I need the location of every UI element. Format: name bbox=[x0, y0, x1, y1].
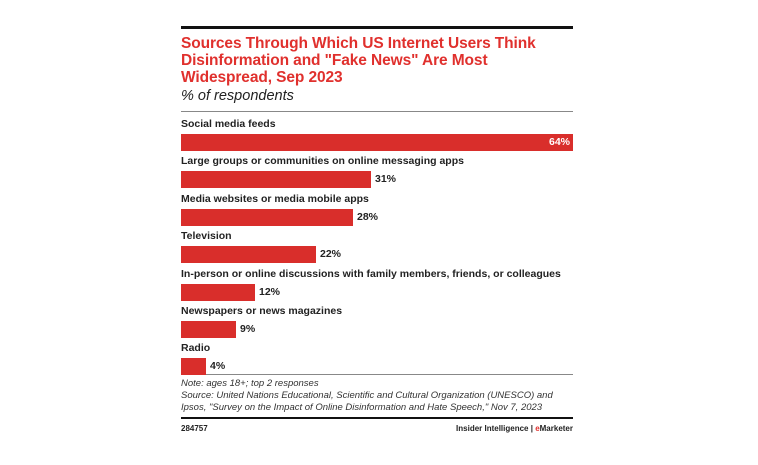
footer: 284757 Insider Intelligence | eMarketer bbox=[181, 424, 573, 436]
bar bbox=[181, 171, 371, 189]
bar bbox=[181, 283, 255, 301]
bar-row: Large groups or communities on online me… bbox=[181, 155, 573, 189]
brand-e: e bbox=[535, 424, 540, 433]
value-label: 28% bbox=[357, 210, 379, 223]
bar-row: Newspapers or news magazines 9% bbox=[181, 305, 573, 338]
bar bbox=[181, 208, 353, 226]
chart-card: Sources Through Which US Internet Users … bbox=[181, 26, 573, 436]
note-text: Note: ages 18+; top 2 responses bbox=[181, 378, 319, 389]
bar-track: 31% bbox=[181, 171, 573, 189]
bar-row: Television 22% bbox=[181, 230, 573, 264]
bar-row: Social media feeds 64% bbox=[181, 118, 573, 151]
brand-prefix: Insider Intelligence | bbox=[456, 424, 536, 433]
value-label: 9% bbox=[240, 323, 256, 335]
source-line-1: Source: United Nations Educational, Scie… bbox=[181, 390, 553, 401]
bar-track: 9% bbox=[181, 321, 573, 338]
chart-title: Sources Through Which US Internet Users … bbox=[181, 35, 536, 86]
category-label: Large groups or communities on online me… bbox=[181, 155, 464, 168]
bar bbox=[181, 134, 573, 151]
chart-id: 284757 bbox=[181, 424, 208, 433]
category-label: Television bbox=[181, 230, 232, 243]
value-label: 22% bbox=[320, 248, 342, 261]
source-line-2: Ipsos, "Survey on the Impact of Online D… bbox=[181, 402, 543, 413]
category-label: Media websites or media mobile apps bbox=[181, 192, 369, 205]
bar bbox=[181, 321, 236, 338]
bar-track: 28% bbox=[181, 208, 573, 226]
value-label: 64% bbox=[548, 136, 570, 148]
brand: Insider Intelligence | eMarketer bbox=[456, 424, 573, 433]
bar-track: 22% bbox=[181, 246, 573, 264]
bar-track: 4% bbox=[181, 358, 573, 376]
bar-row: Media websites or media mobile apps 28% bbox=[181, 193, 573, 226]
category-label: Radio bbox=[181, 342, 211, 355]
bar-row: In-person or online discussions with fam… bbox=[181, 268, 573, 301]
bar-track: 64% bbox=[181, 134, 573, 151]
notes: Note: ages 18+; top 2 responses Source: … bbox=[181, 378, 573, 414]
bar-row: Radio 4% bbox=[181, 342, 573, 376]
category-label: Social media feeds bbox=[181, 118, 276, 130]
category-label: In-person or online discussions with fam… bbox=[181, 267, 561, 280]
top-rule bbox=[181, 26, 573, 29]
footer-rule bbox=[181, 374, 573, 375]
bar-chart: Social media feeds 64% Large groups or com… bbox=[181, 112, 573, 376]
value-label: 12% bbox=[259, 285, 281, 298]
bar bbox=[181, 246, 316, 264]
brand-suffix: Marketer bbox=[539, 424, 573, 433]
bar-track: 12% bbox=[181, 283, 573, 301]
value-label: 4% bbox=[210, 360, 226, 373]
bar bbox=[181, 358, 206, 376]
value-label: 31% bbox=[375, 173, 397, 186]
chart-subtitle: % of respondents bbox=[181, 88, 294, 104]
subtitle-rule bbox=[181, 111, 573, 112]
bottom-rule bbox=[181, 417, 573, 419]
category-label: Newspapers or news magazines bbox=[181, 305, 343, 317]
